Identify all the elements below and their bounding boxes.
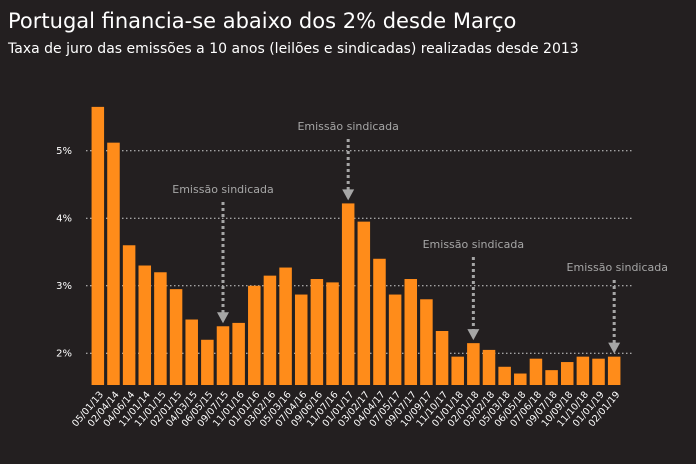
- bar: [514, 373, 527, 385]
- bar: [498, 366, 511, 385]
- bar: [560, 362, 574, 385]
- annotation-arrowhead: [217, 312, 229, 324]
- bar: [482, 349, 496, 385]
- bar: [545, 370, 558, 385]
- bar: [91, 106, 105, 385]
- bar: [232, 322, 245, 385]
- bar: [310, 279, 324, 385]
- annotation: Emissão sindicada: [567, 261, 668, 274]
- y-tick-label: 2%: [56, 348, 72, 359]
- chart-subtitle: Taxa de juro das emissões a 10 anos (lei…: [7, 41, 579, 57]
- bar: [122, 245, 136, 385]
- bar: [169, 289, 183, 385]
- bar: [373, 258, 386, 385]
- annotation-arrowhead: [342, 189, 355, 201]
- bar: [576, 356, 590, 385]
- bar: [341, 203, 355, 385]
- y-tick-label: 5%: [56, 146, 72, 157]
- bar: [248, 285, 261, 385]
- chart-title: Portugal financia-se abaixo dos 2% desde…: [8, 9, 516, 33]
- bar: [451, 356, 464, 385]
- y-tick-label: 4%: [56, 213, 72, 224]
- bar: [467, 343, 480, 385]
- annotation: Emissão sindicada: [423, 238, 524, 251]
- bar: [388, 294, 402, 385]
- bar: [263, 275, 277, 385]
- annotation-arrowhead: [467, 329, 480, 341]
- bar: [138, 265, 152, 385]
- bar: [607, 356, 621, 385]
- bar: [185, 319, 198, 385]
- y-tick-label: 3%: [56, 281, 72, 292]
- annotation: Emissão sindicada: [172, 183, 273, 196]
- bar: [529, 358, 543, 385]
- bar: [107, 142, 120, 385]
- bar: [279, 267, 292, 385]
- bar: [201, 339, 214, 385]
- annotation: Emissão sindicada: [297, 120, 398, 133]
- bar: [154, 272, 167, 385]
- bar: [435, 330, 449, 385]
- bar: [326, 282, 339, 385]
- bar: [216, 326, 230, 385]
- bar: [592, 358, 605, 385]
- bar: [357, 221, 371, 385]
- bar: [404, 279, 418, 385]
- bar: [420, 299, 433, 385]
- annotation-arrowhead: [608, 342, 621, 354]
- bar: [294, 294, 308, 385]
